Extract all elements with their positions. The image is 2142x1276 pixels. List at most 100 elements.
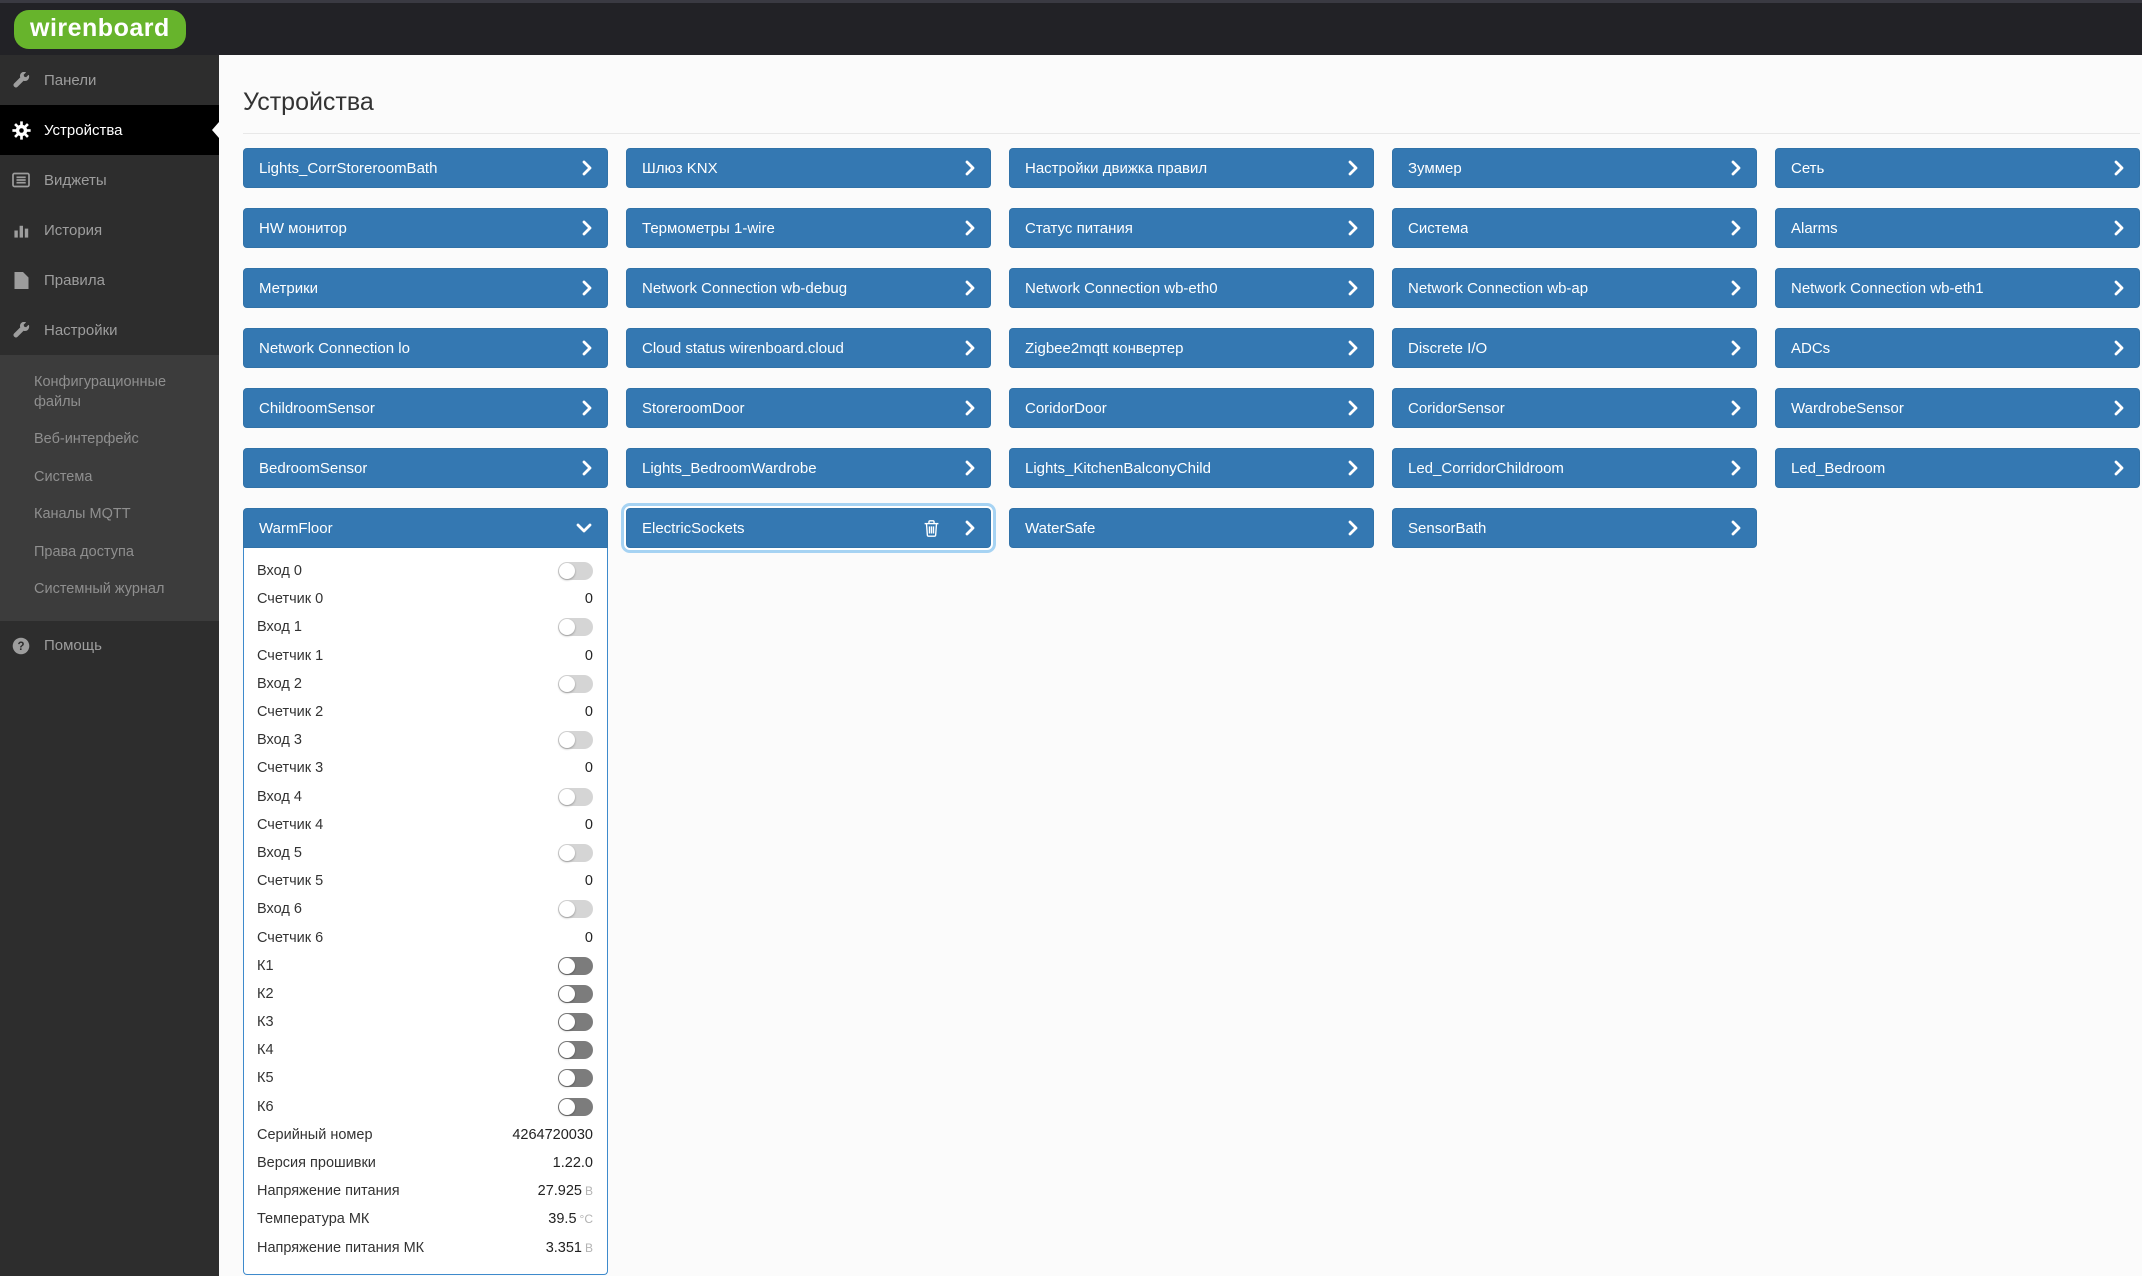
device-tile-lights-kitchenbalconychild[interactable]: Lights_KitchenBalconyChild (1009, 448, 1374, 488)
toggle-switch-к1[interactable] (558, 956, 593, 975)
device-tile-led-corridorchildroom[interactable]: Led_CorridorChildroom (1392, 448, 1757, 488)
device-tile-network-connection-wb-eth1[interactable]: Network Connection wb-eth1 (1775, 268, 2140, 308)
device-tile-cloud-status-wirenboard-cloud[interactable]: Cloud status wirenboard.cloud (626, 328, 991, 368)
device-tile-lights-corrstoreroombath[interactable]: Lights_CorrStoreroomBath (243, 148, 608, 188)
device-tile-label: Zigbee2mqtt конвертер (1025, 339, 1184, 357)
device-tile-шлюз-knx[interactable]: Шлюз KNX (626, 148, 991, 188)
chevron-right-icon (1348, 340, 1358, 356)
chevron-right-icon (582, 400, 592, 416)
device-tile-zigbee2mqtt-конвертер[interactable]: Zigbee2mqtt конвертер (1009, 328, 1374, 368)
device-tile-label: Led_CorridorChildroom (1408, 459, 1564, 477)
panel-row-вход-5: Вход 5 (257, 839, 593, 867)
device-tile-метрики[interactable]: Метрики (243, 268, 608, 308)
tile-icon-group (1348, 400, 1358, 416)
device-tile-network-connection-wb-debug[interactable]: Network Connection wb-debug (626, 268, 991, 308)
device-tile-network-connection-wb-ap[interactable]: Network Connection wb-ap (1392, 268, 1757, 308)
panel-row-label: Счетчик 1 (257, 647, 324, 664)
panel-row-вход-3: Вход 3 (257, 726, 593, 754)
panel-row-value: 0 (584, 816, 593, 833)
panel-row-label: Версия прошивки (257, 1155, 376, 1172)
sidebar-item-история[interactable]: История (0, 205, 219, 255)
device-tile-warmfloor[interactable]: WarmFloor (243, 508, 608, 548)
device-tile-статус-питания[interactable]: Статус питания (1009, 208, 1374, 248)
device-tile-label: Led_Bedroom (1791, 459, 1886, 477)
device-tile-lights-bedroomwardrobe[interactable]: Lights_BedroomWardrobe (626, 448, 991, 488)
sidebar-item-устройства[interactable]: Устройства (0, 105, 219, 155)
device-tile-wardrobesensor[interactable]: WardrobeSensor (1775, 388, 2140, 428)
panel-row-счетчик-6: Счетчик 6 0 (257, 923, 593, 951)
panel-row-value: 0 (584, 929, 593, 946)
panel-row-температура-мк: Температура МК 39.5 °C (257, 1205, 593, 1233)
device-tile-discrete-i-o[interactable]: Discrete I/O (1392, 328, 1757, 368)
device-tile-led-bedroom[interactable]: Led_Bedroom (1775, 448, 2140, 488)
toggle-switch-к6[interactable] (558, 1097, 593, 1116)
panel-row-value: 0 (584, 647, 593, 664)
toggle-switch-вход-6[interactable] (558, 900, 593, 919)
sidebar-subitem-системный-журнал[interactable]: Системный журнал (34, 581, 165, 598)
device-panel-body: Вход 0 Счетчик 0 0 Вход 1 Счетчик 1 0 Вход 2 Сч… (243, 548, 608, 1275)
device-tile-network-connection-lo[interactable]: Network Connection lo (243, 328, 608, 368)
toggle-switch-вход-3[interactable] (558, 731, 593, 750)
device-tile-coridordoor[interactable]: CoridorDoor (1009, 388, 1374, 428)
toggle-switch-вход-2[interactable] (558, 674, 593, 693)
sidebar-subitem-конфигурационные-файлы[interactable]: Конфигурационные файлы (34, 374, 167, 410)
device-tile-сеть[interactable]: Сеть (1775, 148, 2140, 188)
device-tile-настройки-движка-правил[interactable]: Настройки движка правил (1009, 148, 1374, 188)
sidebar-item-виджеты[interactable]: Виджеты (0, 155, 219, 205)
toggle-switch-к2[interactable] (558, 984, 593, 1003)
device-tile-зуммер[interactable]: Зуммер (1392, 148, 1757, 188)
chevron-right-icon (2114, 220, 2124, 236)
sidebar-subitem-каналы-mqtt[interactable]: Каналы MQTT (34, 506, 131, 523)
panel-row-счетчик-1: Счетчик 1 0 (257, 642, 593, 670)
question-icon: ? (10, 637, 32, 655)
wrench-icon (10, 71, 32, 89)
toggle-switch-вход-4[interactable] (558, 787, 593, 806)
device-tile-network-connection-wb-eth0[interactable]: Network Connection wb-eth0 (1009, 268, 1374, 308)
sidebar-item-помощь[interactable]: ? Помощь (0, 621, 219, 671)
trash-icon[interactable] (924, 519, 939, 537)
panel-row-label: Счетчик 4 (257, 816, 324, 833)
sidebar-subitem-веб-интерфейс[interactable]: Веб-интерфейс (34, 431, 139, 448)
device-tile-label: Система (1408, 219, 1469, 237)
device-tile-система[interactable]: Система (1392, 208, 1757, 248)
panel-row-value: 0 (584, 704, 593, 721)
device-tile-alarms[interactable]: Alarms (1775, 208, 2140, 248)
device-tile-electricsockets[interactable]: ElectricSockets (626, 508, 991, 548)
sidebar-item-настройки[interactable]: Настройки (0, 305, 219, 355)
toggle-knob (559, 1042, 575, 1059)
device-tile-watersafe[interactable]: WaterSafe (1009, 508, 1374, 548)
device-tile-childroomsensor[interactable]: ChildroomSensor (243, 388, 608, 428)
chart-icon (10, 222, 32, 239)
chevron-right-icon (2114, 340, 2124, 356)
sidebar-item-правила[interactable]: Правила (0, 255, 219, 305)
chevron-right-icon (1348, 520, 1358, 536)
device-tile-label: ElectricSockets (642, 519, 745, 537)
panel-row-счетчик-0: Счетчик 0 0 (257, 585, 593, 613)
toggle-switch-к3[interactable] (558, 1013, 593, 1032)
device-tile-sensorbath[interactable]: SensorBath (1392, 508, 1757, 548)
toggle-switch-вход-1[interactable] (558, 618, 593, 637)
device-tile-adcs[interactable]: ADCs (1775, 328, 2140, 368)
svg-text:?: ? (17, 641, 24, 653)
toggle-switch-к5[interactable] (558, 1069, 593, 1088)
value-unit: В (584, 1184, 593, 1199)
toggle-switch-к4[interactable] (558, 1041, 593, 1060)
device-tile-термометры-1-wire[interactable]: Термометры 1-wire (626, 208, 991, 248)
device-tile-hw-монитор[interactable]: HW монитор (243, 208, 608, 248)
device-tile-bedroomsensor[interactable]: BedroomSensor (243, 448, 608, 488)
device-tile-storeroomdoor[interactable]: StoreroomDoor (626, 388, 991, 428)
panel-row-label: Серийный номер (257, 1126, 373, 1143)
device-tile-coridorsensor[interactable]: CoridorSensor (1392, 388, 1757, 428)
panel-row-к1: К1 (257, 952, 593, 980)
toggle-knob (559, 1070, 575, 1087)
panel-row-label: Счетчик 3 (257, 760, 324, 777)
toggle-switch-вход-5[interactable] (558, 843, 593, 862)
sidebar-subitem-права-доступа[interactable]: Права доступа (34, 543, 134, 560)
chevron-right-icon (965, 520, 975, 536)
wirenboard-logo[interactable]: wirenboard (14, 9, 186, 49)
panel-row-label: Напряжение питания МК (257, 1239, 425, 1256)
toggle-switch-вход-0[interactable] (558, 562, 593, 581)
sidebar-item-панели[interactable]: Панели (0, 55, 219, 105)
sidebar-subitem-система[interactable]: Система (34, 468, 93, 485)
device-tile-label: ADCs (1791, 339, 1831, 357)
